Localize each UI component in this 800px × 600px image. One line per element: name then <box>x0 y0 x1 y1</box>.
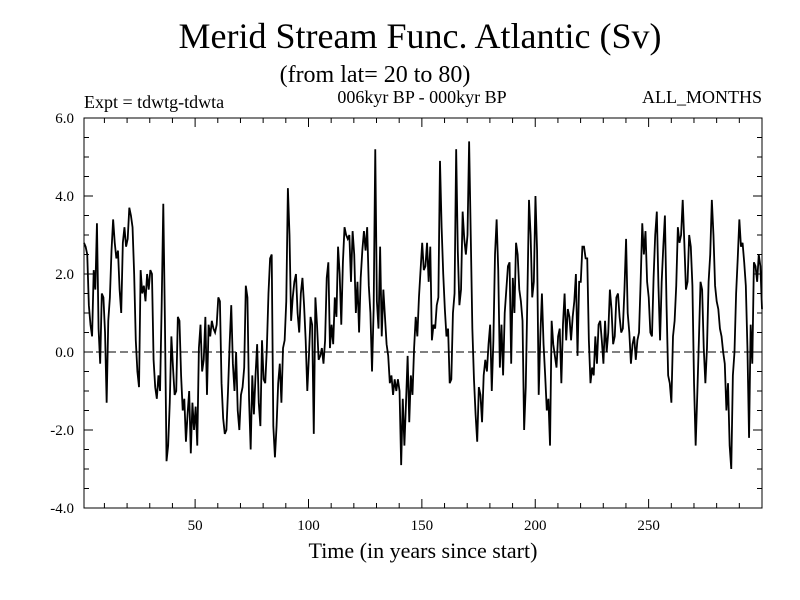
x-tick-label: 250 <box>637 518 660 534</box>
period-label: 006kyr BP - 000kyr BP <box>337 87 506 107</box>
y-tick-label: 0.0 <box>55 345 74 361</box>
experiment-label: Expt = tdwtg-tdwta <box>84 92 224 112</box>
series-line <box>83 141 763 470</box>
y-tick-label: -2.0 <box>50 423 74 439</box>
x-tick-label: 150 <box>411 518 434 534</box>
y-tick-label: 2.0 <box>55 267 74 283</box>
axis-tick-labels: 50 100 150 200 250 -4.0 -2.0 0.0 2.0 4.0 6.0 <box>50 111 660 534</box>
months-label: ALL_MONTHS <box>642 87 762 107</box>
chart-subtitle: (from lat= 20 to 80) <box>280 62 471 88</box>
x-axis-label: Time (in years since start) <box>309 538 538 563</box>
x-tick-label: 100 <box>297 518 320 534</box>
axis-ticks <box>84 117 763 509</box>
chart-title: Merid Stream Func. Atlantic (Sv) <box>179 16 662 56</box>
y-tick-label: 4.0 <box>55 189 74 205</box>
y-tick-label: 6.0 <box>55 111 74 127</box>
x-tick-label: 50 <box>188 518 203 534</box>
x-tick-label: 200 <box>524 518 547 534</box>
y-tick-label: -4.0 <box>50 501 74 517</box>
